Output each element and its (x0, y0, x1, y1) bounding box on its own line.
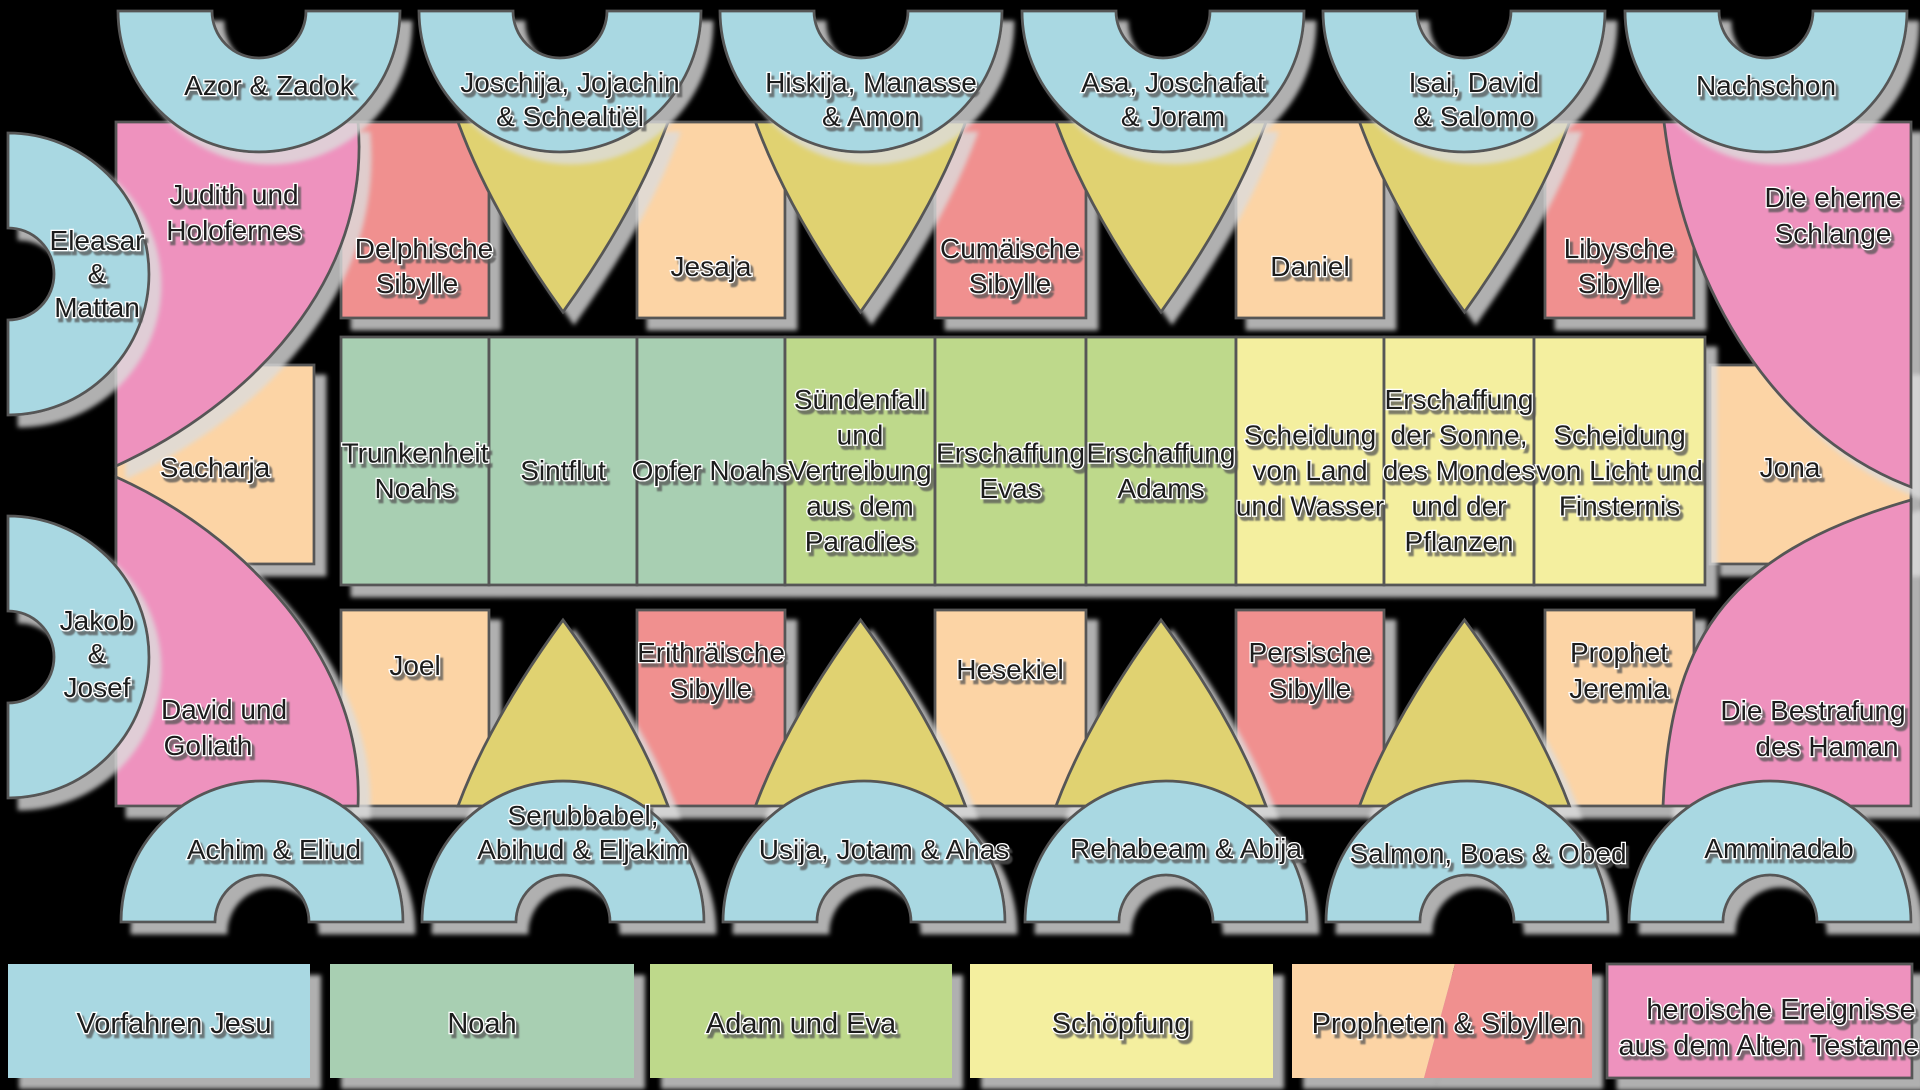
svg-text:aus dem: aus dem (806, 491, 913, 522)
svg-text:Mattan: Mattan (54, 292, 140, 323)
svg-text:Vertreibung: Vertreibung (788, 455, 931, 486)
svg-text:Finsternis: Finsternis (1559, 491, 1680, 522)
svg-text:und: und (837, 420, 884, 451)
svg-text:Sacharja: Sacharja (160, 452, 271, 483)
svg-text:Sündenfall: Sündenfall (794, 384, 926, 415)
svg-text:Noahs: Noahs (375, 473, 456, 504)
svg-text:Erschaffung: Erschaffung (936, 437, 1085, 468)
svg-text:und Wasser: und Wasser (1236, 491, 1384, 522)
svg-text:Propheten & Sibyllen: Propheten & Sibyllen (1312, 1008, 1583, 1040)
svg-text:Serubbabel,: Serubbabel, (507, 800, 658, 831)
svg-text:Scheidung: Scheidung (1553, 420, 1685, 451)
svg-text:& Joram: & Joram (1121, 101, 1225, 132)
svg-text:Usija, Jotam & Ahas: Usija, Jotam & Ahas (759, 834, 1010, 865)
svg-text:& Schealtiël: & Schealtiël (496, 101, 644, 132)
svg-text:Persische: Persische (1249, 637, 1372, 668)
svg-text:Die eherne: Die eherne (1765, 182, 1902, 213)
svg-text:aus dem Alten Testament: aus dem Alten Testament (1618, 1030, 1920, 1062)
svg-text:Vorfahren Jesu: Vorfahren Jesu (76, 1008, 271, 1040)
svg-text:& Salomo: & Salomo (1413, 101, 1534, 132)
svg-text:von Land: von Land (1252, 455, 1367, 486)
svg-text:Cumäische: Cumäische (940, 233, 1080, 264)
svg-text:Joel: Joel (389, 650, 440, 681)
svg-text:Salmon, Boas & Obed: Salmon, Boas & Obed (1349, 838, 1626, 869)
svg-text:&: & (88, 258, 107, 289)
svg-text:von Licht und: von Licht und (1536, 455, 1703, 486)
svg-text:Erithräische: Erithräische (637, 637, 785, 668)
svg-text:des Mondes: des Mondes (1383, 455, 1536, 486)
svg-text:Opfer Noahs: Opfer Noahs (632, 455, 791, 486)
svg-text:Erschaffung: Erschaffung (1087, 437, 1236, 468)
svg-text:Scheidung: Scheidung (1244, 420, 1376, 451)
svg-text:Schöpfung: Schöpfung (1052, 1008, 1191, 1040)
svg-text:Abihud & Eljakim: Abihud & Eljakim (477, 834, 689, 865)
svg-text:& Amon: & Amon (822, 101, 920, 132)
svg-text:heroische Ereignisse: heroische Ereignisse (1646, 994, 1915, 1026)
svg-text:Goliath: Goliath (164, 730, 253, 761)
svg-text:Hesekiel: Hesekiel (956, 654, 1063, 685)
svg-text:Jakob: Jakob (60, 605, 135, 636)
svg-text:und der: und der (1412, 491, 1507, 522)
svg-text:der Sonne,: der Sonne, (1391, 420, 1528, 451)
svg-text:Noah: Noah (447, 1008, 516, 1040)
svg-text:Sibylle: Sibylle (969, 268, 1051, 299)
svg-text:Isai, David: Isai, David (1409, 67, 1540, 98)
svg-text:Sibylle: Sibylle (376, 268, 458, 299)
svg-text:Judith und: Judith und (169, 179, 298, 210)
svg-text:Schlange: Schlange (1775, 218, 1892, 249)
svg-text:Jeremia: Jeremia (1569, 673, 1669, 704)
svg-text:Erschaffung: Erschaffung (1385, 384, 1534, 415)
svg-text:Paradies: Paradies (805, 526, 916, 557)
svg-text:Azor & Zadok: Azor & Zadok (184, 70, 355, 101)
svg-text:Joschija, Jojachin: Joschija, Jojachin (460, 67, 679, 98)
svg-text:Achim & Eliud: Achim & Eliud (187, 834, 361, 865)
svg-text:Prophet: Prophet (1570, 637, 1668, 668)
svg-text:Adam und Eva: Adam und Eva (706, 1008, 897, 1040)
svg-text:Evas: Evas (979, 473, 1041, 504)
svg-text:Pflanzen: Pflanzen (1405, 526, 1514, 557)
svg-text:Delphische: Delphische (355, 233, 494, 264)
svg-text:Trunkenheit: Trunkenheit (342, 437, 489, 468)
svg-text:Rehabeam & Abija: Rehabeam & Abija (1070, 833, 1302, 864)
svg-text:Sibylle: Sibylle (1578, 268, 1660, 299)
svg-text:Hiskija, Manasse: Hiskija, Manasse (765, 67, 977, 98)
svg-text:Holofernes: Holofernes (166, 215, 301, 246)
svg-text:Sintflut: Sintflut (520, 455, 606, 486)
svg-text:Jesaja: Jesaja (671, 251, 752, 282)
svg-text:Amminadab: Amminadab (1704, 833, 1853, 864)
svg-text:Jona: Jona (1760, 452, 1821, 483)
svg-text:Nachschon: Nachschon (1696, 70, 1836, 101)
svg-text:Adams: Adams (1117, 473, 1204, 504)
svg-text:David und: David und (161, 694, 287, 725)
svg-text:Sibylle: Sibylle (1269, 673, 1351, 704)
svg-text:Libysche: Libysche (1564, 233, 1675, 264)
svg-text:Josef: Josef (64, 672, 131, 703)
svg-text:&: & (88, 638, 107, 669)
svg-text:Eleasar: Eleasar (50, 225, 145, 256)
svg-text:Sibylle: Sibylle (670, 673, 752, 704)
svg-text:Daniel: Daniel (1270, 251, 1349, 282)
svg-text:Asa, Joschafat: Asa, Joschafat (1081, 67, 1265, 98)
svg-text:Die Bestrafung: Die Bestrafung (1720, 695, 1905, 726)
svg-text:des Haman: des Haman (1755, 731, 1898, 762)
